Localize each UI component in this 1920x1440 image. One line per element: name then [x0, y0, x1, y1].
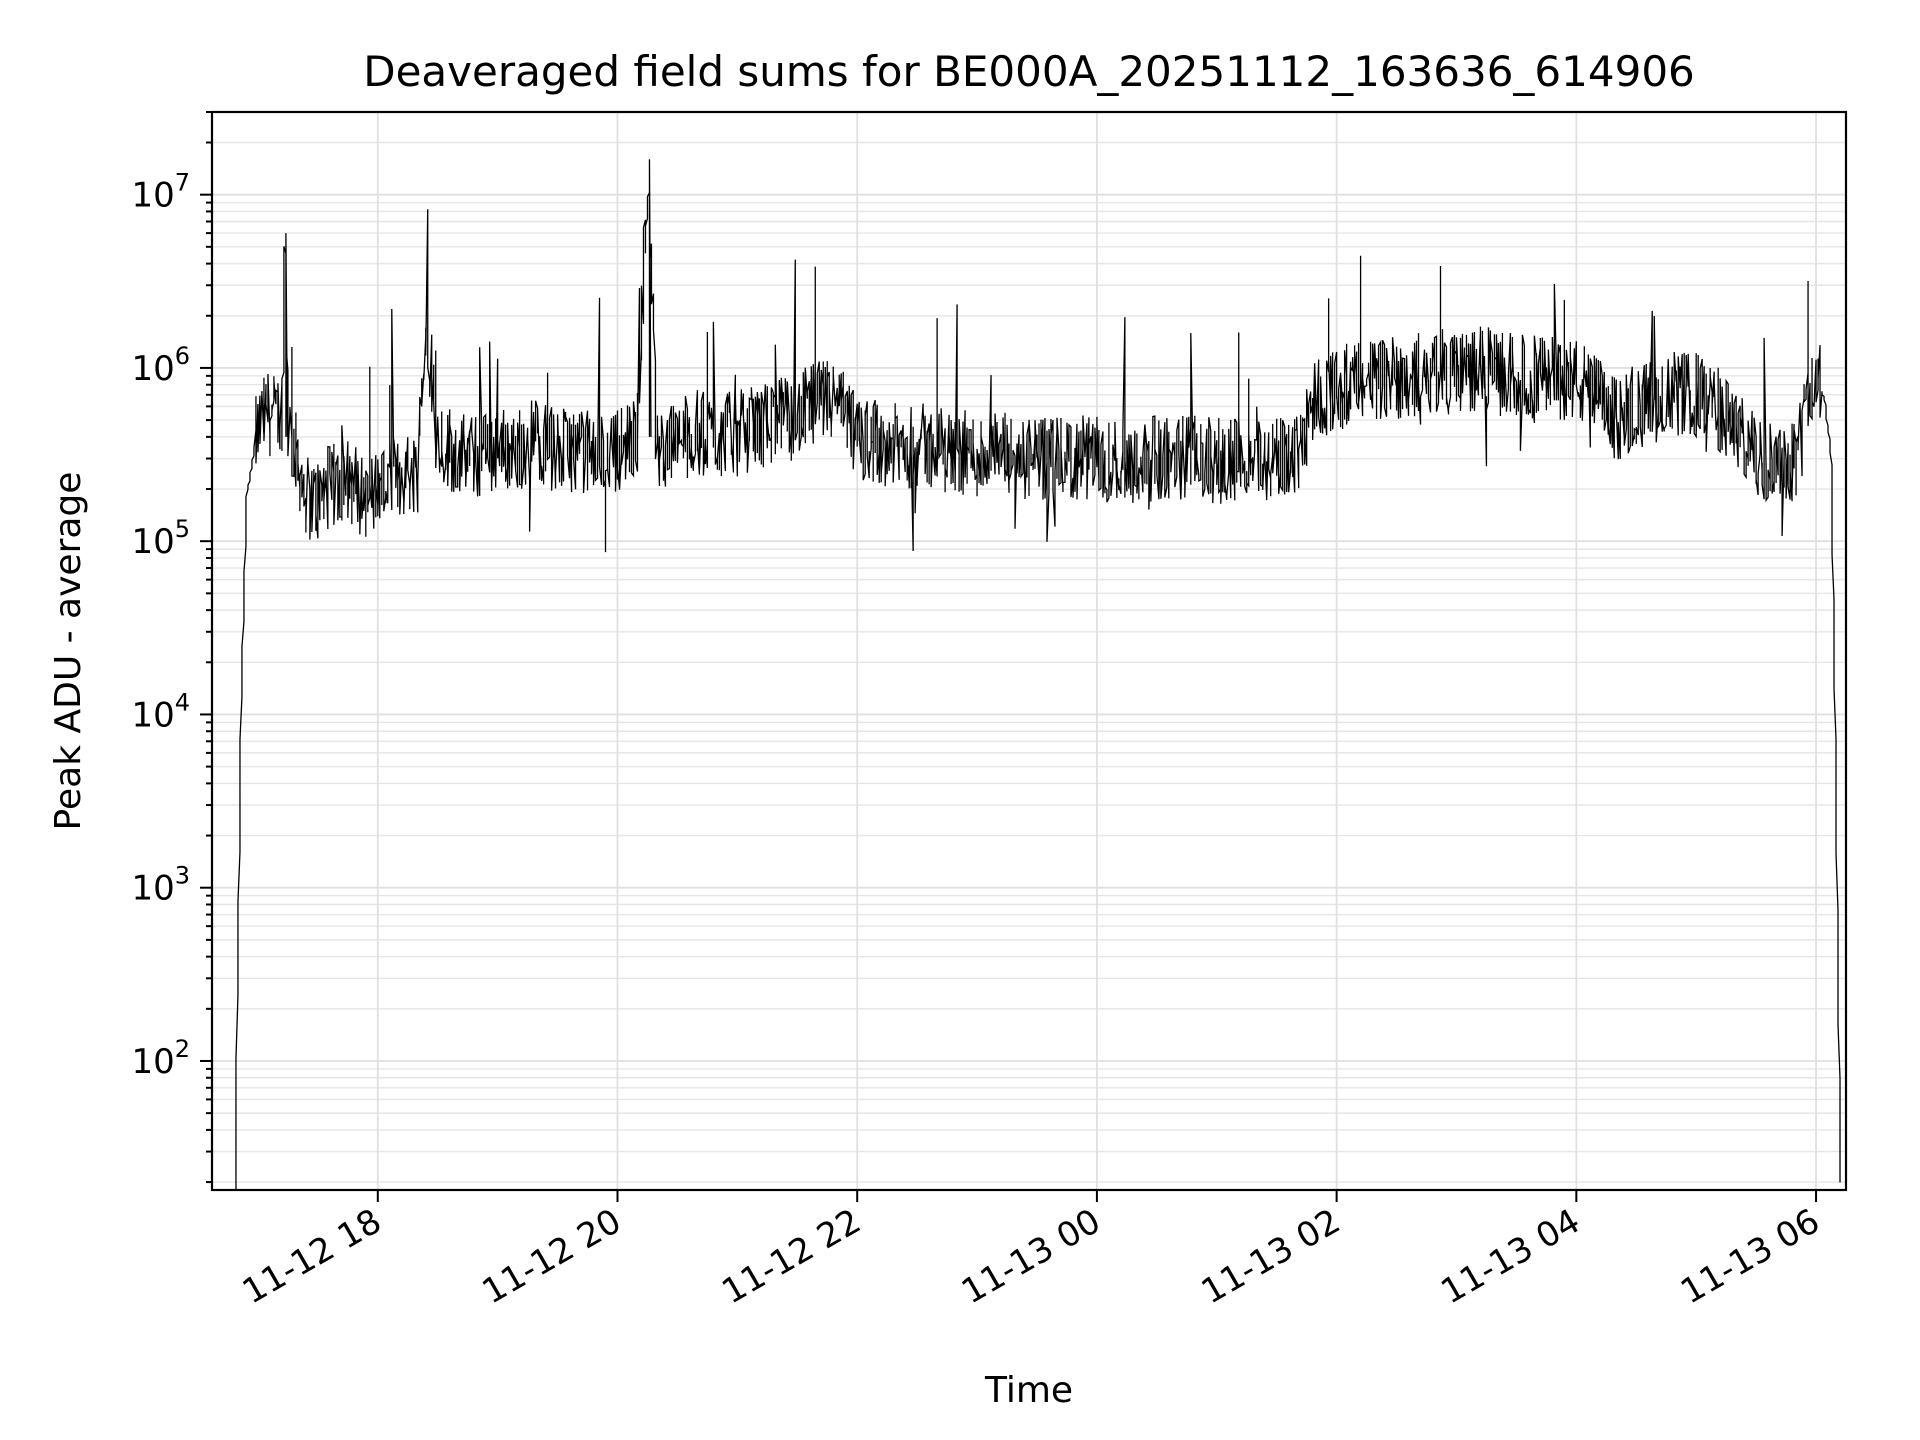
y-tick-label: 103	[131, 862, 190, 909]
x-axis-label: Time	[984, 1370, 1073, 1411]
y-tick-label: 105	[131, 515, 190, 562]
plot-frame	[210, 110, 1848, 1192]
y-axis: 102 103 104 105 106 107	[131, 111, 212, 1184]
chart-title: Deaveraged field sums for BE000A_2025111…	[363, 47, 1695, 96]
y-tick-label: 102	[131, 1035, 190, 1082]
y-tick-label: 107	[131, 169, 190, 216]
y-tick-label: 104	[131, 688, 190, 735]
y-tick-label: 106	[131, 342, 190, 389]
series-group	[235, 159, 1841, 1190]
series-line	[235, 159, 1841, 1190]
y-axis-label: Peak ADU - average	[48, 472, 89, 831]
